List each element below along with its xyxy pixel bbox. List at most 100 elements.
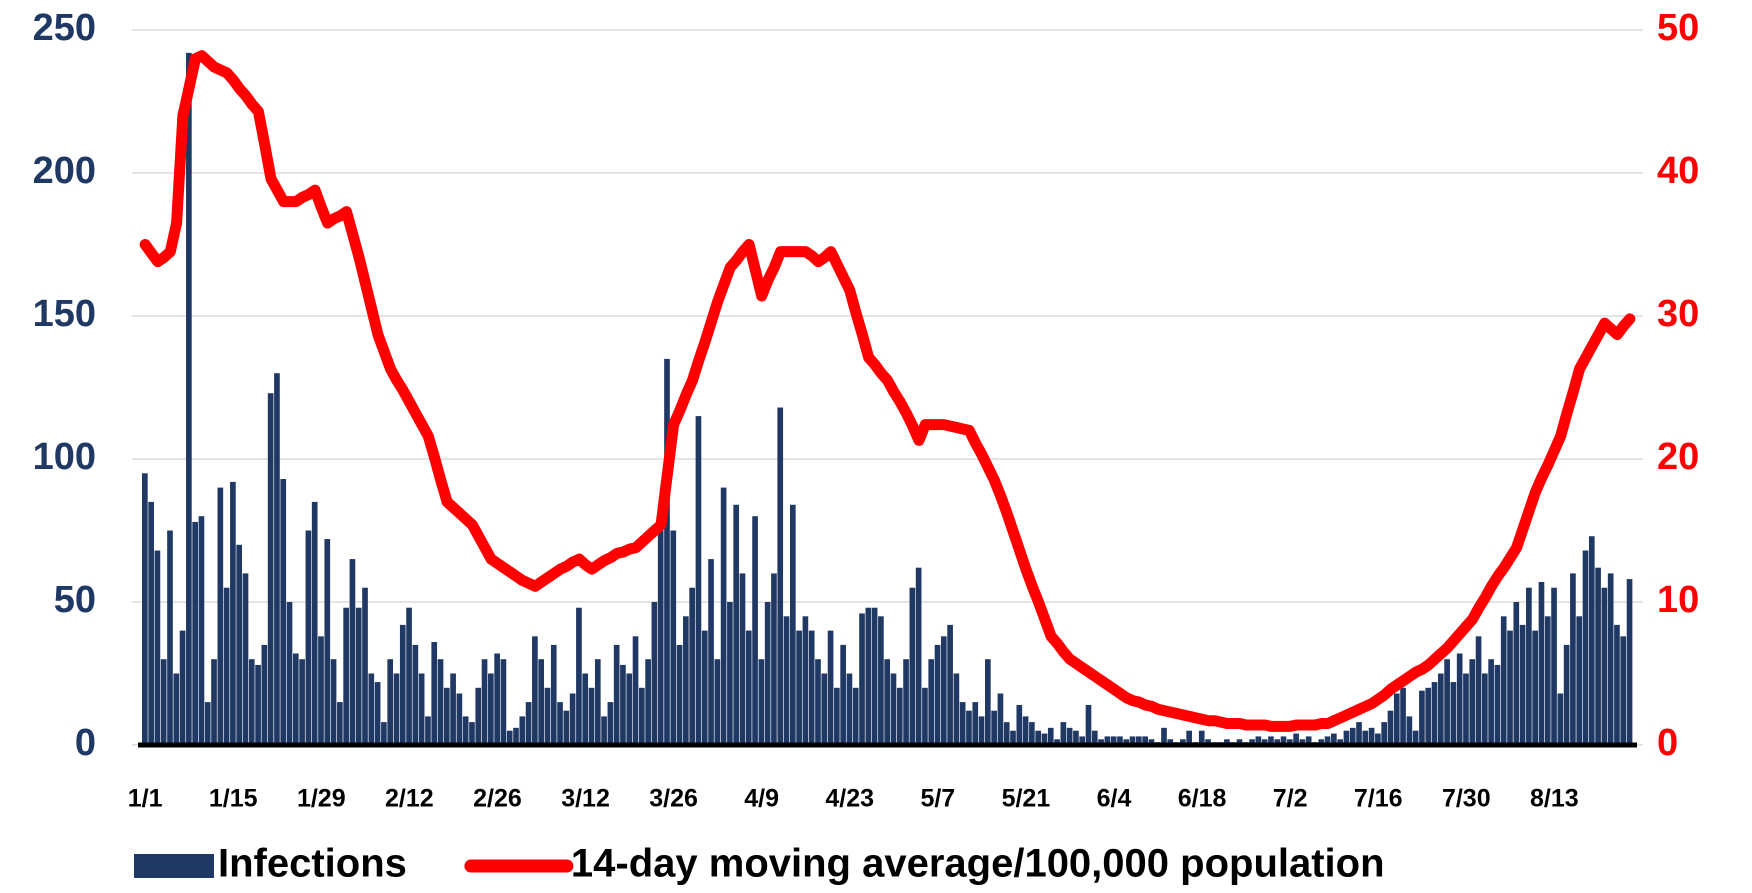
bar [896,687,903,745]
x-tick-label: 3/12 [561,785,610,813]
bar [1180,739,1186,745]
y-tick-label: 150 [33,293,96,335]
bar [1557,693,1564,745]
bar [582,673,589,745]
bar [714,659,721,745]
x-tick-label: 2/12 [385,785,434,813]
bar [871,607,878,745]
bar [676,644,683,745]
y2-tick-label: 50 [1657,7,1699,49]
bar [1469,659,1476,745]
bar [148,501,154,745]
bar [1268,736,1274,745]
bar [991,710,997,745]
bar [1362,730,1369,745]
bar [1381,722,1388,745]
bar [733,504,740,745]
bar [670,530,677,745]
bar [1375,733,1381,745]
bar [1029,722,1035,745]
y-tick-label: 100 [33,436,96,478]
bar [752,516,758,745]
bar [475,687,482,745]
bar [506,730,513,745]
bar [959,702,966,745]
bar [878,616,884,745]
y2-tick-label: 40 [1657,150,1699,192]
bar [1538,581,1545,745]
bar [1563,644,1570,745]
bar [557,702,563,745]
bar [1551,587,1557,745]
bar [431,642,438,745]
bar [1167,739,1174,745]
bar [412,644,419,745]
bar [1098,739,1104,745]
bar [1356,722,1362,745]
bar [1614,624,1620,745]
bar [1249,739,1255,745]
bar [940,636,947,745]
bar [1519,624,1526,745]
y2-tick-label: 30 [1657,293,1699,335]
bar [1148,739,1155,745]
bar [318,636,324,745]
bar [154,550,161,745]
bar [569,693,576,745]
bar [1161,727,1167,745]
bar [1066,727,1073,745]
bar [1620,636,1627,745]
bar [576,607,582,745]
bar [1463,673,1469,745]
bar [626,673,633,745]
x-tick-label: 5/21 [1002,785,1051,813]
bar [198,516,205,745]
x-tick-label: 7/16 [1354,785,1403,813]
x-tick-label: 7/2 [1273,785,1308,813]
bar [739,573,746,745]
bar [1601,587,1608,745]
bar [607,702,614,745]
bar [1117,736,1123,745]
x-tick-label: 2/26 [473,785,522,813]
bar [1387,710,1394,745]
axes: 0 50 100 150 200 250 0 10 20 30 40 50 1/1 1/15 1/29 2/1… [33,7,1700,813]
bar [827,630,834,745]
bar [142,473,148,745]
bar [1280,736,1287,745]
x-tick-label: 4/23 [825,785,874,813]
bar [1494,664,1501,745]
bar [330,659,337,745]
bar [456,693,463,745]
bar [242,573,249,745]
bar [934,644,941,745]
bar [1582,550,1589,745]
bar [418,673,425,745]
bar [852,687,859,745]
bar [1047,727,1054,745]
bar [299,659,305,745]
bar [997,693,1004,745]
bar [632,636,639,745]
y-tick-label: 50 [54,579,96,621]
y-tick-label: 200 [33,150,96,192]
bar [173,673,180,745]
bar [1482,673,1488,745]
bar [953,673,960,745]
bar [1431,682,1438,745]
bar [865,607,872,745]
bar [1186,730,1192,745]
bar [802,616,809,745]
line [139,50,1636,732]
bar [223,587,230,745]
bar [519,716,526,745]
bar [594,659,601,745]
bar [192,521,198,745]
bar [1236,739,1243,745]
bar [349,559,356,745]
bar [1456,653,1463,745]
bar [186,52,192,745]
x-tick-label: 3/26 [649,785,698,813]
bar [613,644,620,745]
bar [374,682,381,745]
